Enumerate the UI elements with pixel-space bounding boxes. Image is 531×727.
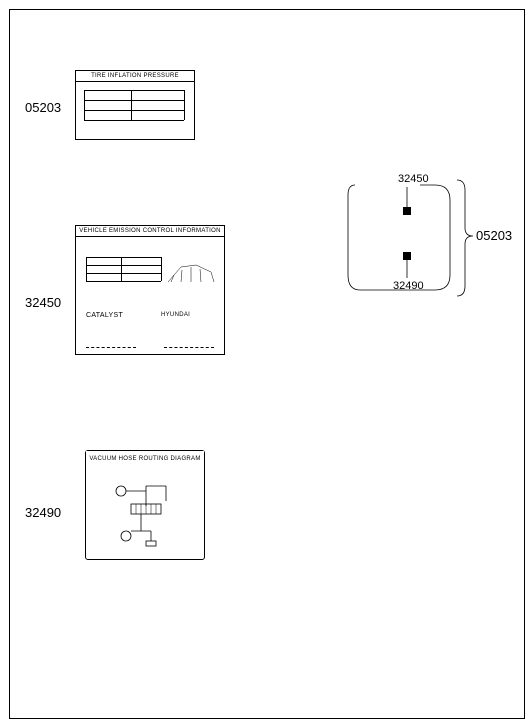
part-number-05203-left: 05203: [25, 100, 61, 115]
callout-line-1: [395, 185, 415, 215]
part-number-32450-left: 32450: [25, 295, 61, 310]
part-number-32490-left: 32490: [25, 505, 61, 520]
bracket-icon: [455, 178, 475, 298]
vacuum-hose-label: VACUUM HOSE ROUTING DIAGRAM: [85, 450, 205, 560]
vacuum-hose-title: VACUUM HOSE ROUTING DIAGRAM: [86, 451, 204, 464]
emission-control-label: VEHICLE EMISSION CONTROL INFORMATION CAT…: [75, 225, 225, 355]
routing-diagram-icon: [106, 476, 186, 551]
callout-line-2: [395, 250, 415, 280]
hyundai-text: HYUNDAI: [161, 312, 190, 318]
catalyst-text: CATALYST: [86, 312, 123, 319]
gauge-icon: [166, 257, 216, 287]
callout-32450: 32450: [398, 173, 429, 185]
callout-32490: 32490: [393, 280, 424, 292]
tire-pressure-label: TIRE INFLATION PRESSURE: [75, 70, 195, 140]
emission-control-title: VEHICLE EMISSION CONTROL INFORMATION: [76, 226, 224, 237]
part-number-05203-right: 05203: [476, 228, 512, 243]
tire-pressure-title: TIRE INFLATION PRESSURE: [76, 71, 194, 82]
